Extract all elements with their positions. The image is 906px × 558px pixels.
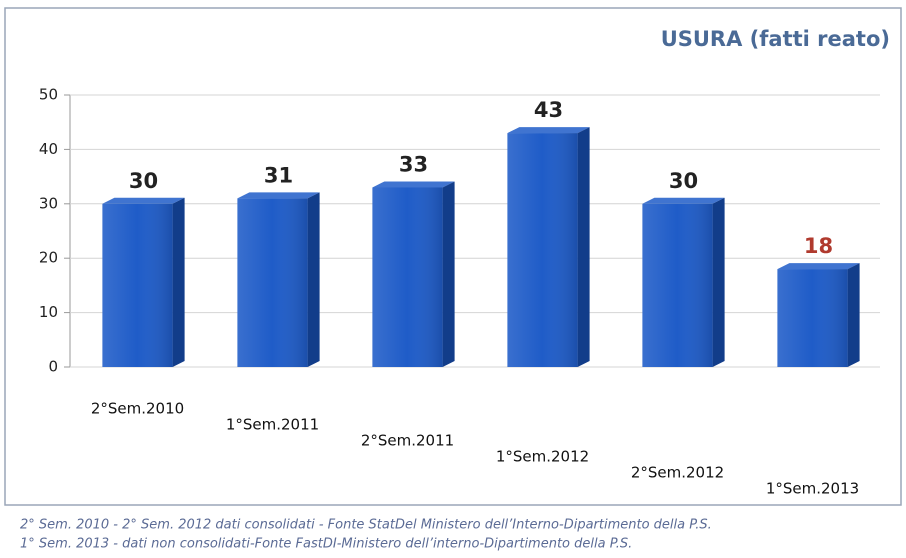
y-tick-label: 10	[39, 303, 58, 321]
x-tick-label: 2°Sem.2010	[91, 400, 184, 418]
y-tick-label: 20	[39, 249, 58, 267]
bar-shade	[507, 133, 578, 367]
chart-title: USURA (fatti reato)	[661, 27, 890, 51]
value-label: 30	[669, 169, 698, 193]
value-label: 30	[129, 169, 158, 193]
bar-top	[237, 192, 320, 199]
x-tick-label: 1°Sem.2013	[766, 480, 859, 498]
x-tick-label: 1°Sem.2011	[226, 416, 319, 434]
x-tick-label: 2°Sem.2012	[631, 464, 724, 482]
value-label: 43	[534, 98, 563, 122]
bar-shade	[372, 187, 443, 367]
bar-side	[172, 197, 185, 367]
value-label: 18	[804, 234, 833, 258]
y-tick-label: 30	[39, 194, 58, 212]
bar-side	[577, 127, 590, 367]
footnote: 1° Sem. 2013 - dati non consolidati-Font…	[20, 537, 632, 552]
y-tick-label: 50	[39, 86, 58, 104]
bar-side	[847, 263, 860, 367]
bar-side	[442, 181, 455, 367]
bar-shade	[237, 198, 308, 367]
x-tick-label: 2°Sem.2011	[361, 432, 454, 450]
bar-top	[507, 127, 590, 134]
bar-top	[372, 181, 455, 188]
bar-shade	[777, 269, 848, 367]
value-label: 33	[399, 152, 428, 176]
value-label: 31	[264, 163, 293, 187]
bar-shade	[642, 203, 713, 367]
footnote: 2° Sem. 2010 - 2° Sem. 2012 dati consoli…	[20, 518, 712, 533]
bar-side	[712, 197, 725, 367]
y-tick-label: 0	[48, 358, 58, 376]
bar-top	[642, 197, 725, 204]
bar-shade	[102, 203, 173, 367]
bar-top	[102, 197, 185, 204]
bar-top	[777, 263, 860, 270]
bar-side	[307, 192, 320, 367]
x-tick-label: 1°Sem.2012	[496, 448, 589, 466]
y-tick-label: 40	[39, 140, 58, 158]
